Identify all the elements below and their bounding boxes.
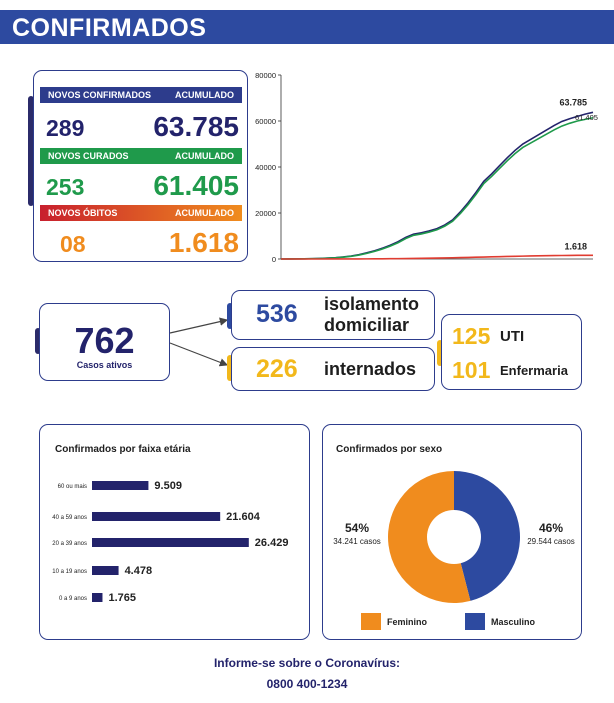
active-total: 762 <box>74 320 135 361</box>
feminino-percent: 54% <box>345 521 369 535</box>
masculino-percent: 46% <box>539 521 563 535</box>
internados-label: internados <box>324 359 417 379</box>
legend-label-feminino: Feminino <box>387 617 428 627</box>
footer-info-text: Informe-se sobre o Coronavírus: <box>213 656 401 670</box>
isolamento-value: 536 <box>256 300 298 328</box>
isolamento-card: 536 isolamento domiciliar <box>231 290 435 340</box>
uti-label: UTI <box>500 328 525 345</box>
confirmados-header: NOVOS CONFIRMADOS ACUMULADO <box>40 87 242 103</box>
confirmados-new: 289 <box>46 115 85 141</box>
enfermaria-label: Enfermaria <box>500 363 568 378</box>
obitos-acc-label: ACUMULADO <box>175 208 234 218</box>
y-tick-label: 0 <box>272 255 276 264</box>
donut-hole <box>427 510 481 564</box>
age-bar <box>92 538 249 547</box>
age-value-label: 1.765 <box>108 592 136 604</box>
sex-chart-card: Confirmados por sexo 54% 34.241 casos 46% 2… <box>322 424 582 640</box>
confirmados-acc-label: ACUMULADO <box>175 90 234 100</box>
age-category-label: 40 a 59 anos <box>52 515 87 521</box>
obitos-new: 08 <box>60 231 86 257</box>
active-cases-card: 762 Casos ativos <box>39 303 170 381</box>
end-value-label-1: 61.405 <box>575 113 598 122</box>
arrow-to-isolamento <box>169 317 229 334</box>
legend-label-masculino: Masculino <box>491 617 536 627</box>
legend-swatch-masculino <box>465 613 485 630</box>
cumulative-line-chart: 0 20000 40000 60000 80000 63.785 61.405 1.618 <box>255 71 598 264</box>
enfermaria-value: 101 <box>452 357 491 383</box>
y-tick-label: 40000 <box>255 163 276 172</box>
age-value-label: 21.604 <box>226 511 261 523</box>
age-bar <box>92 481 149 490</box>
age-bar <box>92 566 119 575</box>
sex-donut-chart: 54% 34.241 casos 46% 29.544 casos Feminino Ma… <box>333 471 575 630</box>
age-category-label: 20 a 39 anos <box>52 541 87 547</box>
isolamento-accent <box>227 303 233 329</box>
curados-acc-label: ACUMULADO <box>175 151 234 161</box>
obitos-header: NOVOS ÓBITOS ACUMULADO <box>40 205 242 221</box>
internados-value: 226 <box>256 355 298 383</box>
summary-card: NOVOS CONFIRMADOS ACUMULADO 289 63.785 N… <box>33 70 248 262</box>
series-line-1 <box>280 116 594 260</box>
age-chart-card: Confirmados por faixa etária 60 ou mais 9… <box>39 424 310 640</box>
age-category-label: 0 a 9 anos <box>59 596 87 602</box>
footer-phone: 0800 400-1234 <box>266 677 348 691</box>
age-chart-title: Confirmados por faixa etária <box>55 444 191 455</box>
age-value-label: 4.478 <box>125 565 153 577</box>
active-accent <box>35 328 41 354</box>
masculino-count: 29.544 casos <box>527 537 575 546</box>
age-value-label: 26.429 <box>255 537 289 549</box>
y-tick-label: 20000 <box>255 209 276 218</box>
age-bar <box>92 593 103 602</box>
header-bar <box>0 10 614 44</box>
y-tick-label: 80000 <box>255 71 276 80</box>
internados-card: 226 internados <box>231 347 435 391</box>
obitos-total: 1.618 <box>168 227 239 258</box>
age-category-label: 60 ou mais <box>58 484 87 490</box>
active-total-label: Casos ativos <box>76 360 133 370</box>
legend-swatch-feminino <box>361 613 381 630</box>
obitos-label: NOVOS ÓBITOS <box>48 208 118 218</box>
curados-total: 61.405 <box>153 170 239 201</box>
internados-accent <box>227 355 233 381</box>
flow-arrows <box>169 317 229 367</box>
donut-slice-masculino <box>454 471 520 601</box>
age-category-label: 10 a 19 anos <box>52 569 87 575</box>
age-bar <box>92 512 221 521</box>
isolamento-label-2: domiciliar <box>324 315 410 335</box>
end-value-label-0: 63.785 <box>559 97 587 107</box>
end-value-label-2: 1.618 <box>564 241 587 251</box>
confirmados-total: 63.785 <box>153 111 239 142</box>
leitos-card: 125 UTI 101 Enfermaria <box>441 314 582 390</box>
curados-new: 253 <box>46 174 85 200</box>
confirmados-label: NOVOS CONFIRMADOS <box>48 90 152 100</box>
sex-chart-title: Confirmados por sexo <box>336 444 443 455</box>
summary-accent <box>28 96 34 206</box>
page-title: CONFIRMADOS <box>12 14 207 42</box>
curados-label: NOVOS CURADOS <box>48 151 129 161</box>
series-line-2 <box>281 254 594 260</box>
age-value-label: 9.509 <box>154 480 182 492</box>
uti-value: 125 <box>452 323 491 349</box>
y-tick-label: 60000 <box>255 117 276 126</box>
isolamento-label-1: isolamento <box>324 294 420 314</box>
feminino-count: 34.241 casos <box>333 537 381 546</box>
age-bar-chart: 60 ou mais 9.509 40 a 59 anos 21.604 20 a 39… <box>52 480 289 604</box>
arrow-to-internados <box>169 342 229 367</box>
leitos-accent <box>437 340 443 366</box>
curados-header: NOVOS CURADOS ACUMULADO <box>40 148 242 164</box>
